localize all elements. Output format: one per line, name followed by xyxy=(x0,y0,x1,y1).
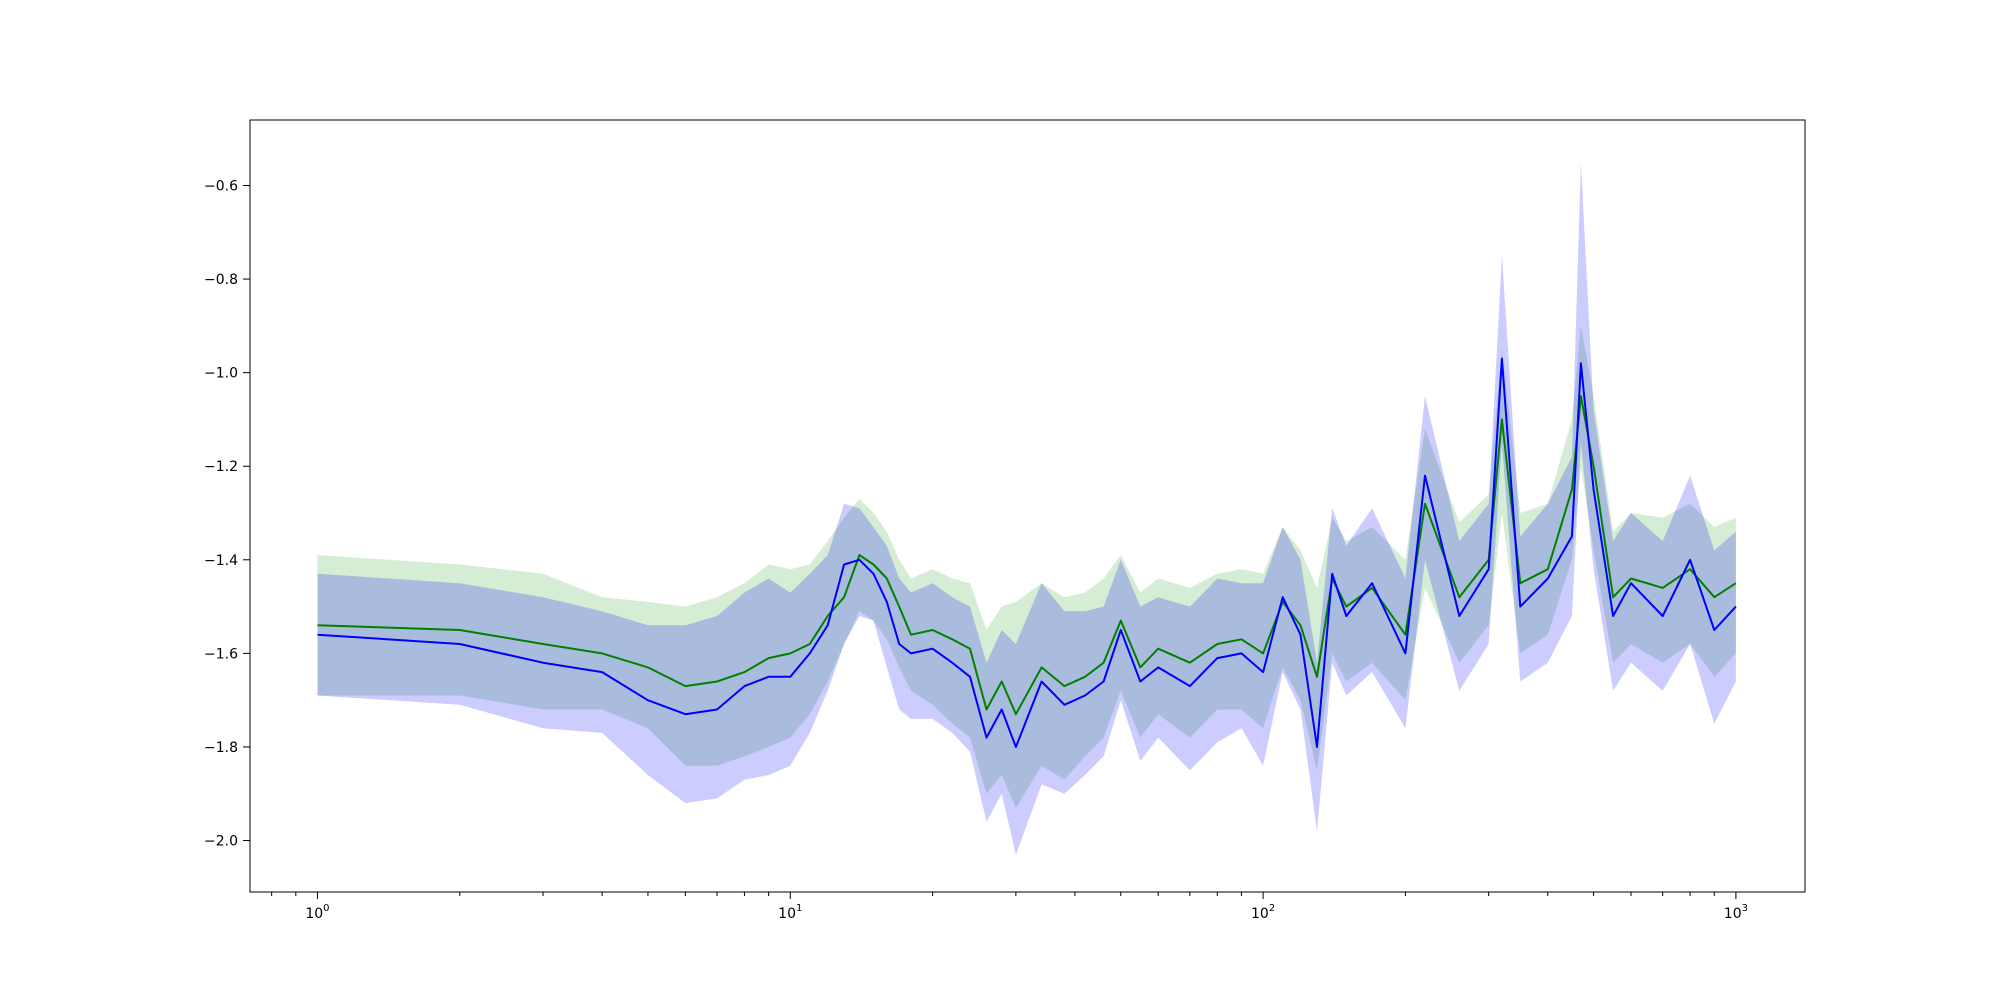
y-tick-label: −1.8 xyxy=(204,740,238,756)
y-tick-label: −1.2 xyxy=(204,459,238,475)
confidence-band-2 xyxy=(317,162,1736,855)
y-tick-label: −0.8 xyxy=(204,272,238,288)
y-tick-label: −1.6 xyxy=(204,646,238,662)
y-tick-label: −1.4 xyxy=(204,553,238,569)
confidence-bands xyxy=(317,162,1736,855)
y-tick-label: −1.0 xyxy=(204,366,238,382)
x-axis: 100 101 102 103 xyxy=(271,892,1748,922)
x-tick-label: 100 xyxy=(305,903,329,922)
x-tick-label: 101 xyxy=(778,903,802,922)
y-tick-label: −2.0 xyxy=(204,834,238,850)
x-tick-label: 102 xyxy=(1251,903,1275,922)
series-line-2 xyxy=(317,357,1737,748)
x-tick-label: 103 xyxy=(1724,903,1748,922)
y-axis: −2.0 −1.8 −1.6 −1.4 −1.2 −1.0 −0.8 −0.6 xyxy=(204,179,250,850)
confidence-band-1 xyxy=(317,325,1736,808)
series-line-1 xyxy=(317,395,1737,716)
series-lines xyxy=(317,357,1737,748)
y-tick-label: −0.6 xyxy=(204,179,238,195)
plot-frame xyxy=(249,119,1806,893)
